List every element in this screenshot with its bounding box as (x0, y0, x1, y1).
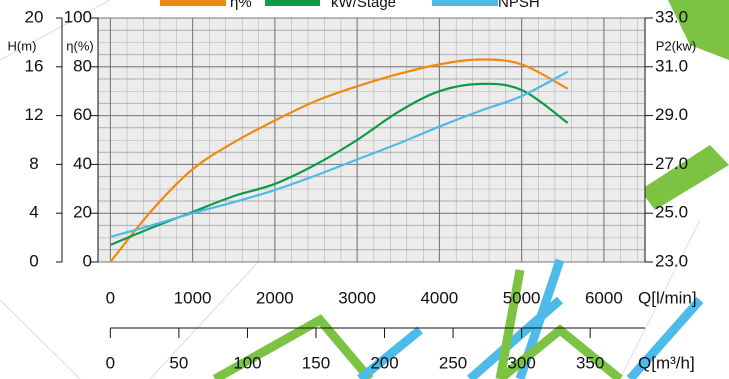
y-tick-label: 40 (73, 154, 92, 173)
h-tick-label: 0 (29, 251, 38, 270)
x-tick-label: 2000 (256, 288, 294, 307)
y2-tick-label: 27.0 (655, 154, 688, 173)
y2-tick-label: 33.0 (655, 7, 688, 26)
y-tick-label: 20 (73, 203, 92, 222)
y2-tick-label: 29.0 (655, 105, 688, 124)
legend-swatch (265, 0, 320, 6)
y2-tick-label: 25.0 (655, 203, 688, 222)
series-line (110, 70, 569, 239)
y-tick-label: 60 (73, 105, 92, 124)
series-line (109, 58, 569, 263)
plot-background (97, 17, 646, 263)
x-tick-label: 3000 (338, 288, 376, 307)
bottom-decor (212, 258, 704, 379)
y2-axis-label: P2(kw) (656, 38, 696, 53)
legend-swatch (432, 0, 498, 6)
y2-tick-label: 23.0 (655, 251, 688, 270)
x2-tick-label: 150 (302, 353, 330, 372)
h-tick-label: 16 (25, 56, 44, 75)
h-tick-label: 8 (29, 154, 38, 173)
y-axis-label: η(%) (66, 38, 93, 53)
legend-label: kW/Stage (331, 0, 396, 11)
x-tick-label: 1000 (174, 288, 212, 307)
y2-tick-label: 31.0 (655, 56, 688, 75)
plot-area (97, 17, 646, 263)
x2-tick-label: 100 (233, 353, 261, 372)
legend-label: η% (230, 0, 252, 11)
x2-tick-label: 50 (169, 353, 188, 372)
x2-tick-label: 250 (439, 353, 467, 372)
x-tick-label: 6000 (585, 288, 623, 307)
x2-tick-label: 0 (106, 353, 115, 372)
y-tick-label: 80 (73, 56, 92, 75)
x2-tick-label: 200 (370, 353, 398, 372)
legend-swatch (160, 0, 226, 6)
x2-axis-label: Q[m³/h] (638, 353, 695, 372)
y-tick-label: 100 (64, 7, 92, 26)
x2-tick-label: 350 (576, 353, 604, 372)
x2-tick-label: 300 (507, 353, 535, 372)
h-tick-label: 20 (25, 7, 44, 26)
x-axis-label: Q[l/min] (638, 288, 697, 307)
x-tick-label: 4000 (420, 288, 458, 307)
h-axis-label: H(m) (8, 38, 37, 53)
h-tick-label: 12 (25, 105, 44, 124)
y-tick-label: 0 (83, 251, 92, 270)
x-tick-label: 0 (106, 288, 115, 307)
legend-label: NPSH (498, 0, 540, 11)
x-tick-label: 5000 (503, 288, 541, 307)
h-tick-label: 4 (29, 203, 38, 222)
